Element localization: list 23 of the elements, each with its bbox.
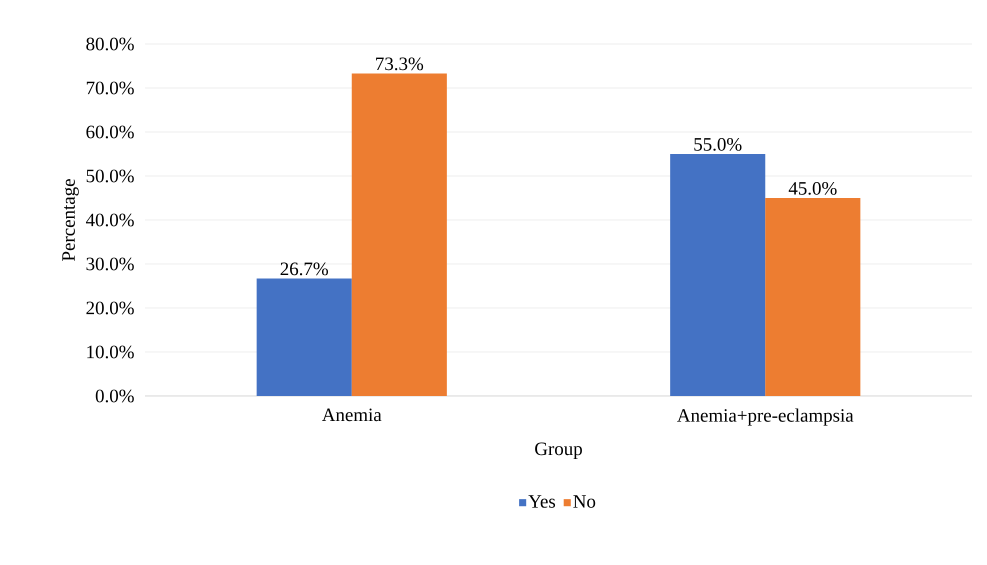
x-tick-label: Anemia [322, 408, 382, 422]
y-tick-label: 70.0% [86, 82, 134, 94]
y-tick-label: 30.0% [86, 258, 134, 270]
x-axis-title: Group [535, 442, 582, 460]
y-axis-title: Percentage [62, 179, 79, 261]
y-tick-label: 80.0% [86, 38, 134, 50]
y-tick-label: 60.0% [86, 126, 134, 138]
bar [256, 278, 352, 396]
bar [352, 73, 447, 396]
x-tick-label: Anemia+pre-eclampsia [677, 408, 854, 426]
y-tick-label: 40.0% [86, 214, 134, 226]
bar [765, 198, 860, 396]
data-label: 55.0% [694, 138, 742, 151]
data-label: 73.3% [376, 57, 424, 70]
legend-label: No [573, 495, 596, 508]
legend-label: Yes [528, 495, 556, 508]
bar [670, 154, 766, 396]
data-label: 45.0% [788, 182, 837, 195]
data-label: 26.7% [280, 262, 328, 276]
y-tick-label: 50.0% [86, 170, 134, 182]
y-tick-label: 10.0% [87, 346, 134, 358]
y-tick-label: 20.0% [86, 302, 134, 314]
y-tick-label: 0.0% [96, 390, 134, 402]
